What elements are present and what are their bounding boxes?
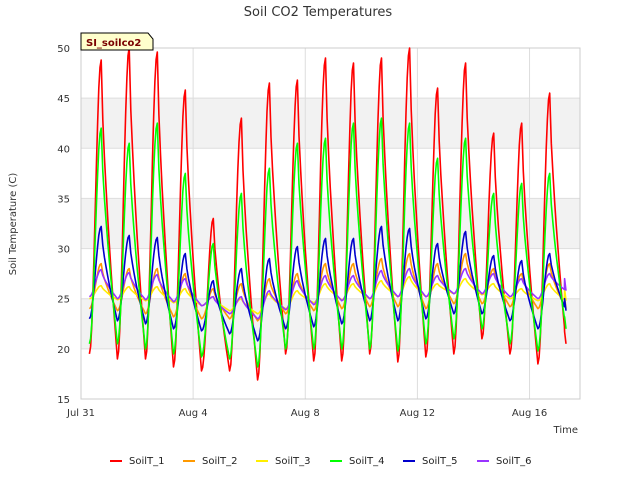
legend-label-soilt_6: SoilT_6 [496,456,532,467]
y-tick-label-0: 15 [57,395,70,406]
y-tick-label-1: 20 [57,345,70,356]
legend-label-soilt_4: SoilT_4 [349,456,385,467]
site-badge-label: SI_soilco2 [86,38,141,49]
y-axis-ticks: 15 20 25 30 35 40 45 50 [57,44,70,406]
legend-label-soilt_1: SoilT_1 [129,456,165,467]
plot-frame [80,47,581,400]
series-lines [88,47,567,381]
y-tick-label-5: 40 [57,144,70,155]
y-axis-label: Soil Temperature (C) [8,173,19,276]
x-tick-label-4: Aug 16 [512,408,547,419]
y-tick-label-2: 25 [57,295,70,306]
x-tick-label-1: Aug 4 [179,408,208,419]
legend-label-soilt_2: SoilT_2 [202,456,238,467]
site-badge-box [80,32,154,51]
y-tick-label-6: 45 [57,94,70,105]
legend-label-soilt_3: SoilT_3 [275,456,311,467]
x-tick-label-3: Aug 12 [400,408,435,419]
x-tick-label-2: Aug 8 [291,408,320,419]
y-tick-label-7: 50 [57,44,70,55]
y-tick-label-3: 30 [57,245,70,256]
shaded-band-0 [81,298,580,349]
shaded-band-2 [81,98,580,149]
series-line-soilt_4 [88,117,567,368]
legend: SoilT_1 SoilT_2 SoilT_3 SoilT_4 SoilT_5 SoilT… [110,456,532,467]
legend-label-soilt_5: SoilT_5 [422,456,458,467]
site-badge: SI_soilco2 [80,32,154,51]
chart-title: Soil CO2 Temperatures [244,5,393,20]
x-axis-label: Time [553,425,578,436]
x-tick-label-0: Jul 31 [66,408,95,419]
x-axis-ticks: Jul 31 Aug 4 Aug 8 Aug 12 Aug 16 [66,408,547,419]
y-tick-label-4: 35 [57,194,70,205]
